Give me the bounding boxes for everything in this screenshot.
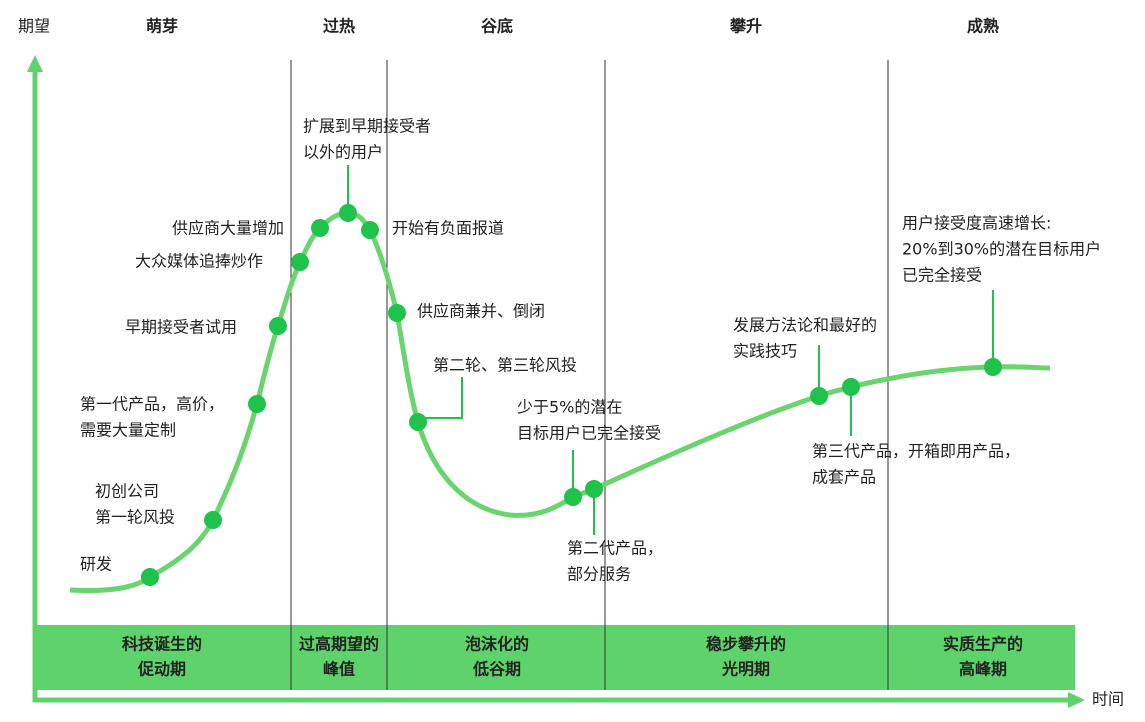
x-arrow	[1068, 692, 1085, 708]
annotation: 用户接受度高速增长:	[902, 214, 1051, 233]
annotation: 需要大量定制	[80, 421, 176, 440]
annotation: 大众媒体追捧炒作	[135, 252, 263, 271]
annotation: 供应商兼并、倒闭	[417, 302, 545, 321]
phase-bottom: 科技诞生的	[122, 635, 202, 654]
y-arrow	[27, 55, 43, 72]
phase-bottom: 实质生产的	[943, 635, 1023, 654]
annotation: 目标用户已完全接受	[517, 424, 661, 443]
dot	[409, 413, 427, 431]
y-label: 期望	[18, 17, 50, 36]
dots	[141, 204, 1002, 586]
annotation: 供应商大量增加	[172, 219, 284, 238]
annotation: 研发	[80, 555, 112, 574]
dot	[361, 221, 379, 239]
phase-top: 萌芽	[146, 17, 178, 36]
annotation: 开始有负面报道	[392, 219, 504, 238]
leader	[425, 377, 463, 419]
annotation: 部分服务	[567, 565, 631, 584]
annotation: 早期接受者试用	[125, 318, 237, 337]
dot	[141, 568, 159, 586]
dot	[339, 204, 357, 222]
phase-bottom: 峰值	[323, 660, 355, 679]
dot	[248, 395, 266, 413]
phase-top: 谷底	[481, 17, 513, 36]
dot	[810, 387, 828, 405]
annotation: 实践技巧	[733, 342, 797, 361]
annotation: 以外的用户	[303, 143, 383, 162]
annotation: 成套产品	[812, 468, 876, 487]
x-label: 时间	[1092, 690, 1124, 709]
annotation: 少于5%的潜在	[517, 398, 622, 417]
annotation: 第二轮、第三轮风投	[433, 356, 577, 375]
annotation: 第三代产品，开箱即用产品，	[812, 442, 1020, 461]
band	[35, 625, 1075, 690]
dot	[842, 378, 860, 396]
annotation: 发展方法论和最好的	[733, 316, 877, 335]
dot	[388, 304, 406, 322]
annotation: 第一代产品，高价，	[80, 395, 224, 414]
annotation: 已完全接受	[902, 266, 982, 285]
phase-bottom: 过高期望的	[299, 635, 379, 654]
annotation: 20%到30%的潜在目标用户	[902, 240, 1101, 259]
phase-top: 成熟	[967, 17, 999, 36]
dot	[291, 253, 309, 271]
axes	[27, 55, 1085, 708]
annotation: 第二代产品，	[567, 539, 663, 558]
phase-top: 攀升	[729, 17, 762, 36]
dividers	[290, 60, 889, 690]
phase-bottom: 稳步攀升的	[706, 635, 786, 654]
phase-bottom: 低谷期	[472, 660, 521, 679]
phase-band	[35, 625, 1075, 690]
phase-bottom: 光明期	[721, 660, 770, 679]
dot	[204, 511, 222, 529]
phase-bottom: 高峰期	[959, 660, 1007, 679]
dot	[311, 219, 329, 237]
phase-bottom: 泡沫化的	[465, 635, 529, 654]
phase-bottom: 促动期	[137, 660, 186, 679]
annotation: 扩展到早期接受者	[303, 117, 431, 136]
phase-top: 过热	[323, 17, 355, 36]
dot	[585, 480, 603, 498]
dot	[564, 488, 582, 506]
dot	[269, 317, 287, 335]
annotation: 第一轮风投	[95, 508, 175, 527]
annotation: 初创公司	[95, 482, 159, 501]
dot	[984, 358, 1002, 376]
